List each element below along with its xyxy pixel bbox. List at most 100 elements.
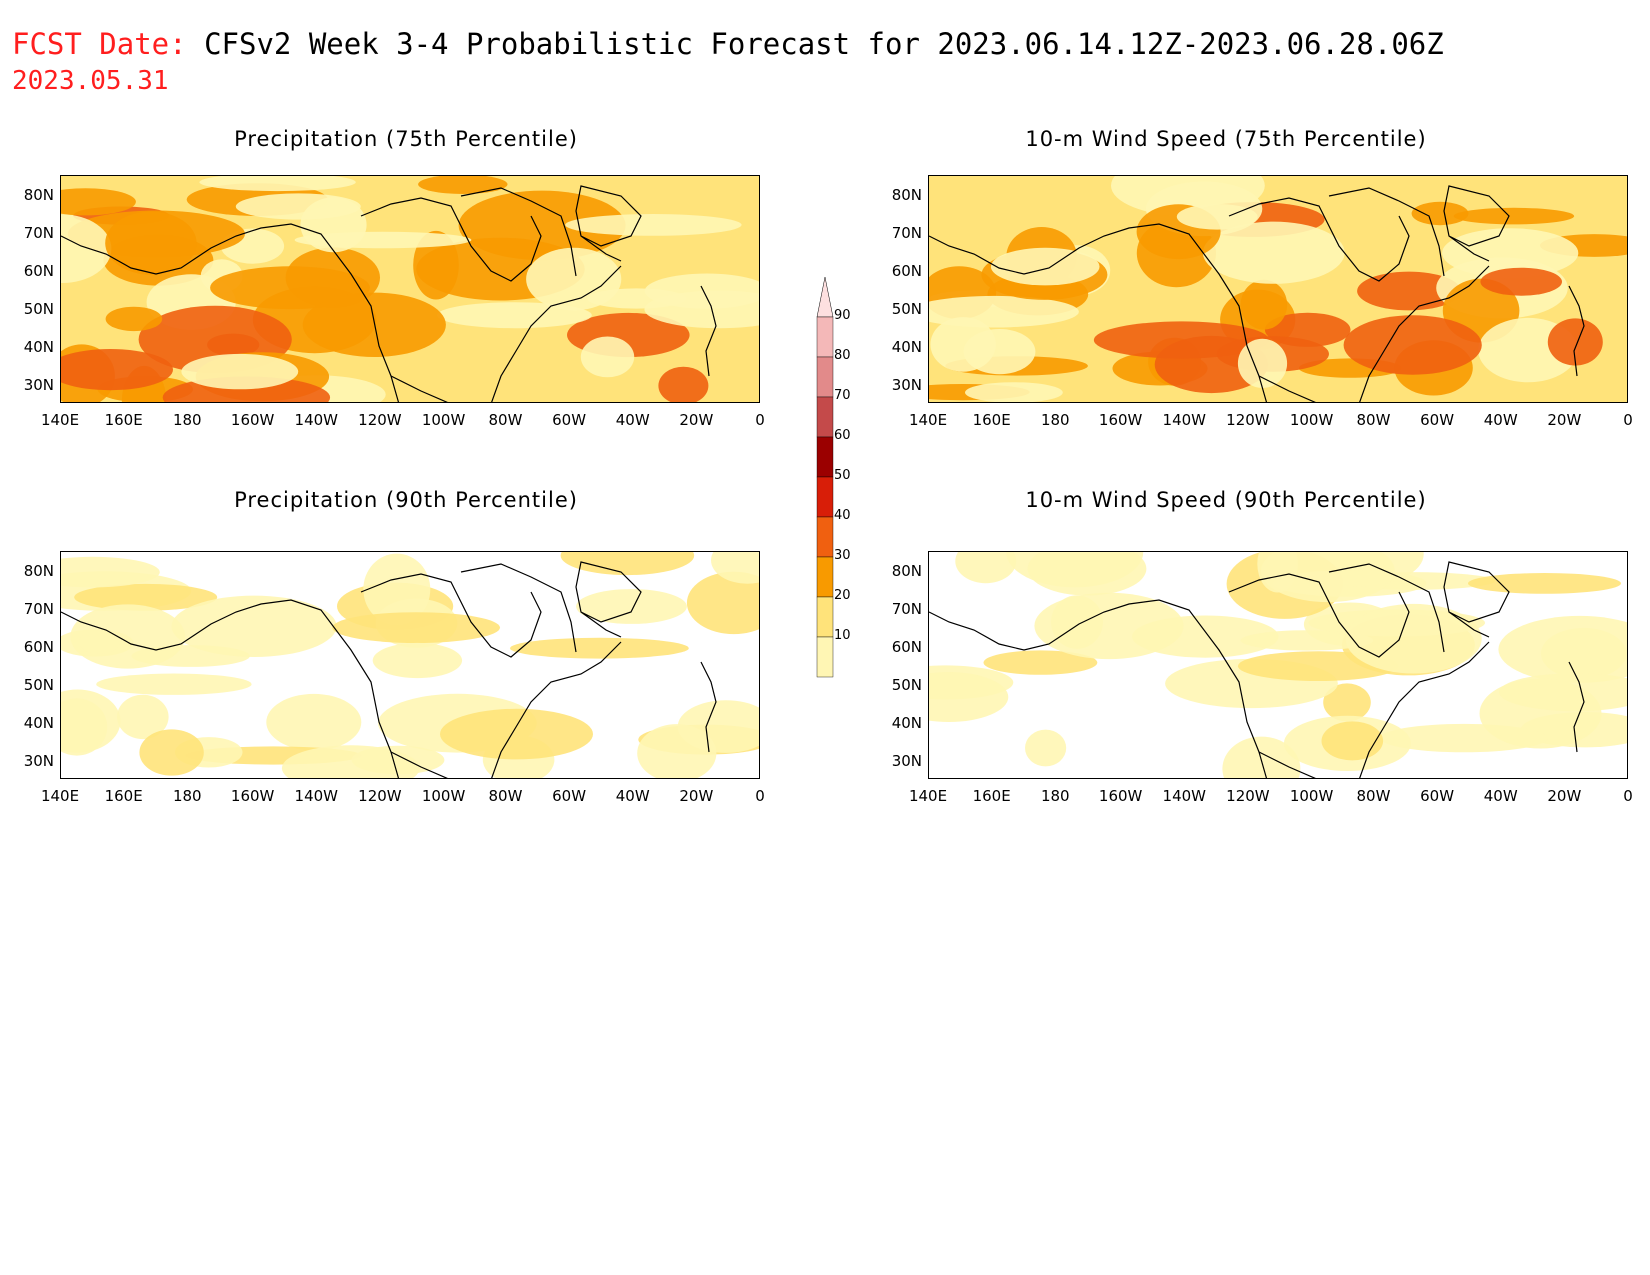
field-blob bbox=[1453, 207, 1575, 225]
lat-tick-label: 60N bbox=[23, 638, 54, 656]
colorbar-box bbox=[816, 356, 834, 398]
lon-tick-label: 100W bbox=[421, 787, 466, 805]
field-blob bbox=[418, 176, 508, 194]
field-blob bbox=[199, 176, 356, 192]
field-blob bbox=[1027, 552, 1147, 596]
lon-tick-label: 140E bbox=[40, 787, 80, 805]
field-blob bbox=[1237, 338, 1288, 388]
field-blob bbox=[281, 745, 420, 778]
lon-tick-label: 120W bbox=[358, 411, 402, 429]
field-blob bbox=[1547, 318, 1603, 366]
field-blob bbox=[1034, 592, 1184, 660]
lat-tick-label: 60N bbox=[891, 262, 922, 280]
map-panel-precip75 bbox=[60, 175, 760, 403]
colorbar-label: 40 bbox=[834, 508, 851, 523]
field-blob bbox=[61, 188, 136, 216]
lon-tick-label: 20W bbox=[1547, 411, 1582, 429]
lon-tick-label: 160E bbox=[104, 787, 143, 805]
field-blob bbox=[560, 552, 695, 576]
field-blob bbox=[1357, 271, 1461, 311]
lat-tick-label: 80N bbox=[23, 562, 54, 580]
figure-header: FCST Date: CFSv2 Week 3-4 Probabilistic … bbox=[12, 30, 1444, 59]
field-blob bbox=[332, 612, 500, 643]
field-blob bbox=[61, 349, 173, 391]
field-blob bbox=[105, 306, 163, 332]
lon-tick-label: 160E bbox=[104, 411, 143, 429]
field-blob bbox=[1498, 673, 1627, 712]
colorbar-label: 10 bbox=[834, 628, 851, 643]
lon-tick-label: 140E bbox=[40, 411, 80, 429]
colorbar-label: 20 bbox=[834, 588, 851, 603]
lon-tick-label: 40W bbox=[615, 411, 650, 429]
lon-tick-label: 80W bbox=[488, 787, 523, 805]
colorbar-box bbox=[816, 436, 834, 478]
field-blob bbox=[61, 214, 112, 283]
field-blob bbox=[1240, 630, 1374, 651]
field-blob bbox=[70, 604, 186, 669]
coastline bbox=[61, 185, 717, 402]
lon-tick-label: 120W bbox=[1226, 411, 1270, 429]
colorbar-label: 50 bbox=[834, 468, 851, 483]
lat-tick-label: 40N bbox=[891, 714, 922, 732]
lat-tick-label: 50N bbox=[23, 676, 54, 694]
lon-tick-label: 0 bbox=[755, 411, 765, 429]
lat-tick-label: 60N bbox=[23, 262, 54, 280]
lon-tick-label: 160E bbox=[972, 787, 1011, 805]
lon-tick-label: 0 bbox=[1623, 411, 1633, 429]
field-blob bbox=[1468, 573, 1621, 594]
lon-tick-label: 100W bbox=[1289, 787, 1334, 805]
colorbar-box bbox=[816, 556, 834, 598]
lat-tick-label: 70N bbox=[891, 224, 922, 242]
lat-tick-label: 40N bbox=[23, 714, 54, 732]
lon-tick-label: 140W bbox=[294, 787, 338, 805]
lat-tick-label: 40N bbox=[23, 338, 54, 356]
field-blob bbox=[658, 366, 709, 402]
field-blob bbox=[1321, 721, 1384, 761]
field-blob bbox=[1480, 267, 1562, 296]
lon-tick-label: 180 bbox=[172, 411, 202, 429]
lon-tick-label: 40W bbox=[1483, 787, 1518, 805]
lon-tick-label: 160W bbox=[230, 787, 275, 805]
map-field bbox=[929, 176, 1627, 402]
lat-tick-label: 50N bbox=[891, 676, 922, 694]
field-blob bbox=[1222, 736, 1301, 778]
field-blob bbox=[181, 353, 299, 390]
colorbar-box bbox=[816, 316, 834, 358]
map-panel-precip90 bbox=[60, 551, 760, 779]
colorbar-label: 30 bbox=[834, 548, 851, 563]
lon-tick-label: 20W bbox=[679, 411, 714, 429]
field-blob bbox=[526, 247, 622, 311]
lon-tick-label: 120W bbox=[358, 787, 402, 805]
lat-tick-label: 80N bbox=[23, 186, 54, 204]
lon-tick-label: 100W bbox=[421, 411, 466, 429]
lat-tick-label: 30N bbox=[23, 376, 54, 394]
map-field bbox=[61, 176, 759, 402]
field-blob bbox=[955, 552, 1017, 584]
map-panel-wind75 bbox=[928, 175, 1628, 403]
lon-tick-label: 100W bbox=[1289, 411, 1334, 429]
colorbar-top-arrow bbox=[816, 276, 834, 318]
field-blob bbox=[644, 273, 759, 309]
field-blob bbox=[105, 211, 197, 275]
lon-tick-label: 40W bbox=[1483, 411, 1518, 429]
colorbar bbox=[816, 276, 834, 678]
forecast-date: 2023.05.31 bbox=[12, 66, 169, 96]
lon-tick-label: 40W bbox=[615, 787, 650, 805]
map-field bbox=[61, 552, 759, 778]
colorbar-box bbox=[816, 636, 834, 678]
field-blob bbox=[1323, 683, 1371, 722]
field-blob bbox=[983, 650, 1098, 675]
lon-tick-label: 0 bbox=[755, 787, 765, 805]
lat-tick-label: 30N bbox=[891, 752, 922, 770]
lon-tick-label: 180 bbox=[1040, 411, 1070, 429]
field-blob bbox=[1345, 603, 1482, 674]
lat-tick-label: 70N bbox=[23, 224, 54, 242]
lat-tick-label: 50N bbox=[23, 300, 54, 318]
panel-title-precip90: Precipitation (90th Percentile) bbox=[234, 488, 578, 512]
field-blob bbox=[637, 724, 717, 778]
colorbar-box bbox=[816, 396, 834, 438]
lon-tick-label: 140W bbox=[1162, 787, 1206, 805]
lon-tick-label: 160W bbox=[1098, 411, 1143, 429]
lat-tick-label: 70N bbox=[23, 600, 54, 618]
coastline bbox=[929, 561, 1585, 778]
